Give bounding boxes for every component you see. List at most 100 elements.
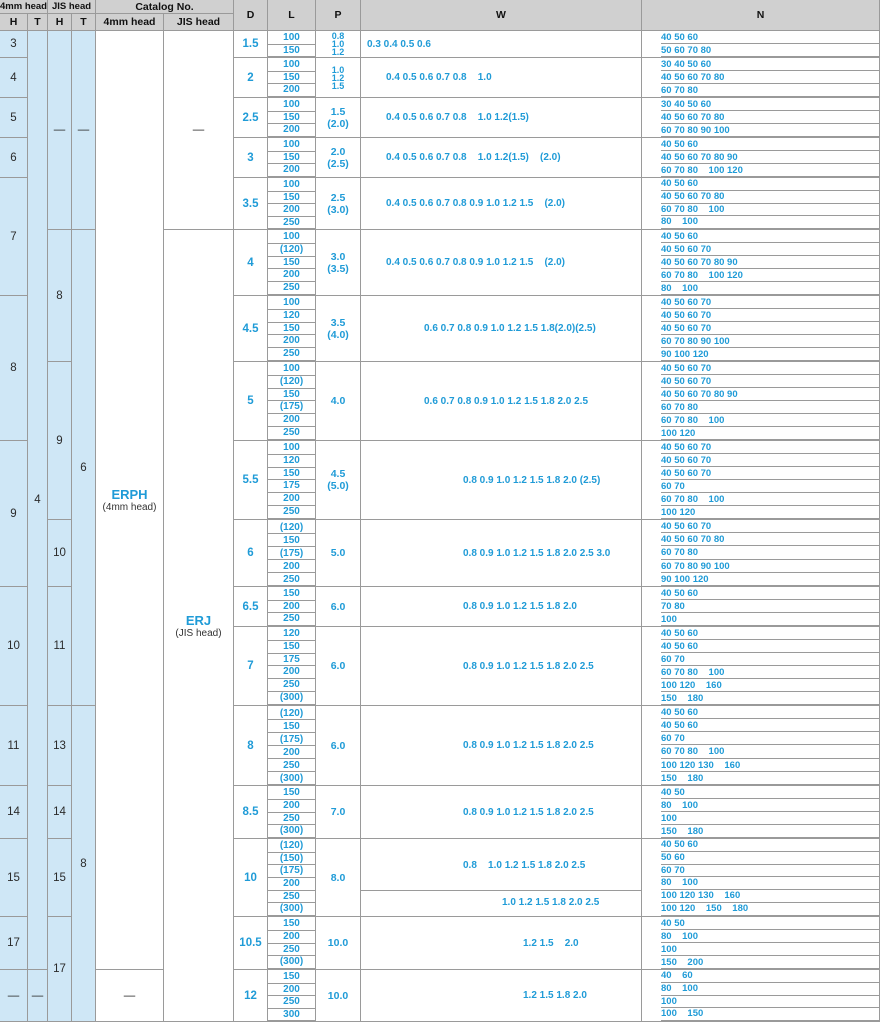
- header-4mm-head: 4mm head: [0, 0, 48, 14]
- header-n: N: [642, 0, 880, 31]
- n-values: 60 70 80 100 120: [661, 164, 879, 177]
- n-cell: 40 50 60 70 40 50 60 70 40 50 60 70 60 70 8…: [642, 296, 880, 362]
- l-value: (300): [268, 825, 315, 838]
- n-values: 40 50 60: [661, 587, 879, 600]
- w-cell: 0.4 0.5 0.6 0.7 0.8 1.0: [361, 58, 642, 98]
- w-values: 0.8 1.0 1.2 1.5 1.8 2.0 2.5: [463, 860, 586, 872]
- h4-cell: 10: [0, 587, 28, 706]
- l-value: 150: [268, 468, 315, 481]
- hjis-cell: —: [48, 31, 72, 230]
- d-cell: 12: [234, 970, 268, 1022]
- erj-name: ERJ: [185, 612, 212, 628]
- l-value: 120: [268, 455, 315, 468]
- n-cell: 30 40 50 60 40 50 60 70 80 60 70 80: [642, 58, 880, 98]
- d-cell: 7: [234, 627, 268, 706]
- n-values: 150 180: [661, 825, 879, 838]
- n-values: 40 50 60 70: [661, 243, 879, 256]
- n-values: 150 200: [661, 956, 879, 969]
- n-values: 40 50 60 70: [661, 375, 879, 388]
- l-value: 250: [268, 613, 315, 626]
- p-value: (3.5): [327, 262, 349, 275]
- n-cell: 40 50 60 40 50 60 70 80 60 70 80 100 80 100: [642, 178, 880, 230]
- n-cell: 40 50 80 100 100 150 200: [642, 917, 880, 970]
- p-cell: 3.5 (4.0): [316, 296, 361, 362]
- n-cell: 40 50 60 40 50 60 60 70 60 70 80 100 100 120…: [642, 706, 880, 786]
- l-value: (175): [268, 401, 315, 415]
- l-value: 150: [268, 720, 315, 733]
- n-values: 60 70 80 90 100: [661, 124, 879, 137]
- p-cell: 3.0 (3.5): [316, 230, 361, 296]
- n-values: 40 50 60: [661, 138, 879, 151]
- l-value: 150: [268, 641, 315, 654]
- p-value: 5.0: [330, 547, 346, 559]
- p-value: (2.0): [327, 117, 349, 130]
- n-values: 40 50 60 70 80: [661, 191, 879, 204]
- n-cell: 30 40 50 60 40 50 60 70 80 60 70 80 90 100: [642, 98, 880, 138]
- n-cell: 40 50 60 70 40 50 60 70 40 50 60 70 80 90 6…: [642, 362, 880, 441]
- n-cell: 40 50 60 70 80 100: [642, 587, 880, 627]
- l-value: 150: [268, 534, 315, 547]
- n-values: 40 50 60: [661, 31, 879, 44]
- l-value: 250: [268, 813, 315, 826]
- w-values: 0.8 0.9 1.0 1.2 1.5 1.8 2.0: [463, 601, 577, 612]
- hjis-cell: 11: [48, 587, 72, 706]
- n-values: 40 50 60: [661, 627, 879, 640]
- w-cell: 1.2 1.5 1.8 2.0: [361, 970, 642, 1022]
- hjis-cell: 17: [48, 917, 72, 1022]
- l-value: 250: [268, 759, 315, 772]
- l-value: (300): [268, 692, 315, 705]
- l-cell: 100 120 150 200 250: [268, 296, 316, 362]
- l-value: 120: [268, 628, 315, 641]
- p-value: 6.0: [330, 600, 346, 613]
- l-value: (175): [268, 547, 315, 560]
- erph-name: ERPH: [111, 487, 148, 502]
- n-values: 60 70 80 100 120: [661, 269, 879, 282]
- w-values: 0.8 0.9 1.0 1.2 1.5 1.8 2.0 2.5: [463, 740, 594, 751]
- h4-cell: 7: [0, 178, 28, 296]
- w-cell: 0.4 0.5 0.6 0.7 0.8 0.9 1.0 1.2 1.5 (2.0…: [361, 230, 642, 296]
- l-value: 200: [268, 164, 315, 177]
- n-values: 100: [661, 996, 879, 1009]
- l-value: 300: [268, 1009, 315, 1021]
- n-values: 60 70: [661, 653, 879, 666]
- header-jis-head: JIS head: [48, 0, 96, 14]
- n-values: 40 50 60 70: [661, 520, 879, 534]
- l-value: 200: [268, 560, 315, 573]
- l-value: (120): [268, 244, 315, 257]
- l-value: 200: [268, 931, 315, 944]
- n-values: 40 50 60: [661, 178, 879, 191]
- l-value: 200: [268, 984, 315, 996]
- w-values: 0.4 0.5 0.6 0.7 0.8 1.0 1.2(1.5) (2.0): [386, 152, 561, 163]
- l-cell: 150 200 250 (300): [268, 917, 316, 970]
- l-cell: 100 150 200: [268, 58, 316, 98]
- n-values: 70 80: [661, 600, 879, 613]
- w-cell: 0.3 0.4 0.5 0.6: [361, 31, 642, 58]
- p-value: 4.0: [330, 395, 346, 407]
- n-values: 100 150: [661, 1008, 879, 1021]
- l-cell: 120 150 175 200 250 (300): [268, 627, 316, 706]
- h4-cell: 4: [0, 58, 28, 98]
- h4-cell: 6: [0, 138, 28, 178]
- l-value: 100: [268, 32, 315, 45]
- n-values: 60 70 80 100: [661, 666, 879, 679]
- p-value: 1.0: [331, 39, 345, 49]
- n-values: 30 40 50 60: [661, 58, 879, 71]
- l-value: 150: [268, 971, 315, 984]
- d-cell: 6.5: [234, 587, 268, 627]
- n-values: 40 50 60 70 80 90: [661, 151, 879, 164]
- l-value: 100: [268, 442, 315, 455]
- tjis-cell: —: [72, 31, 96, 230]
- l-value: (150): [268, 853, 315, 866]
- d-cell: 8.5: [234, 786, 268, 839]
- n-values: 90 100 120: [661, 348, 879, 361]
- n-values: 40 50 60 70 80 90: [661, 256, 879, 269]
- p-cell: 2.5 (3.0): [316, 178, 361, 230]
- l-cell: 100 (120) 150 (175) 200 250: [268, 362, 316, 441]
- w-values: 0.4 0.5 0.6 0.7 0.8 0.9 1.0 1.2 1.5 (2.0…: [386, 198, 566, 209]
- h4-cell: 9: [0, 441, 28, 587]
- l-cell: 100 120 150 175 200 250: [268, 441, 316, 520]
- n-values: 100 120 130 160: [661, 759, 879, 772]
- n-values: 100 120 130 160: [661, 890, 879, 904]
- l-value: 150: [268, 72, 315, 85]
- w-values: 0.8 0.9 1.0 1.2 1.5 1.8 2.0 2.5 3.0: [463, 547, 611, 559]
